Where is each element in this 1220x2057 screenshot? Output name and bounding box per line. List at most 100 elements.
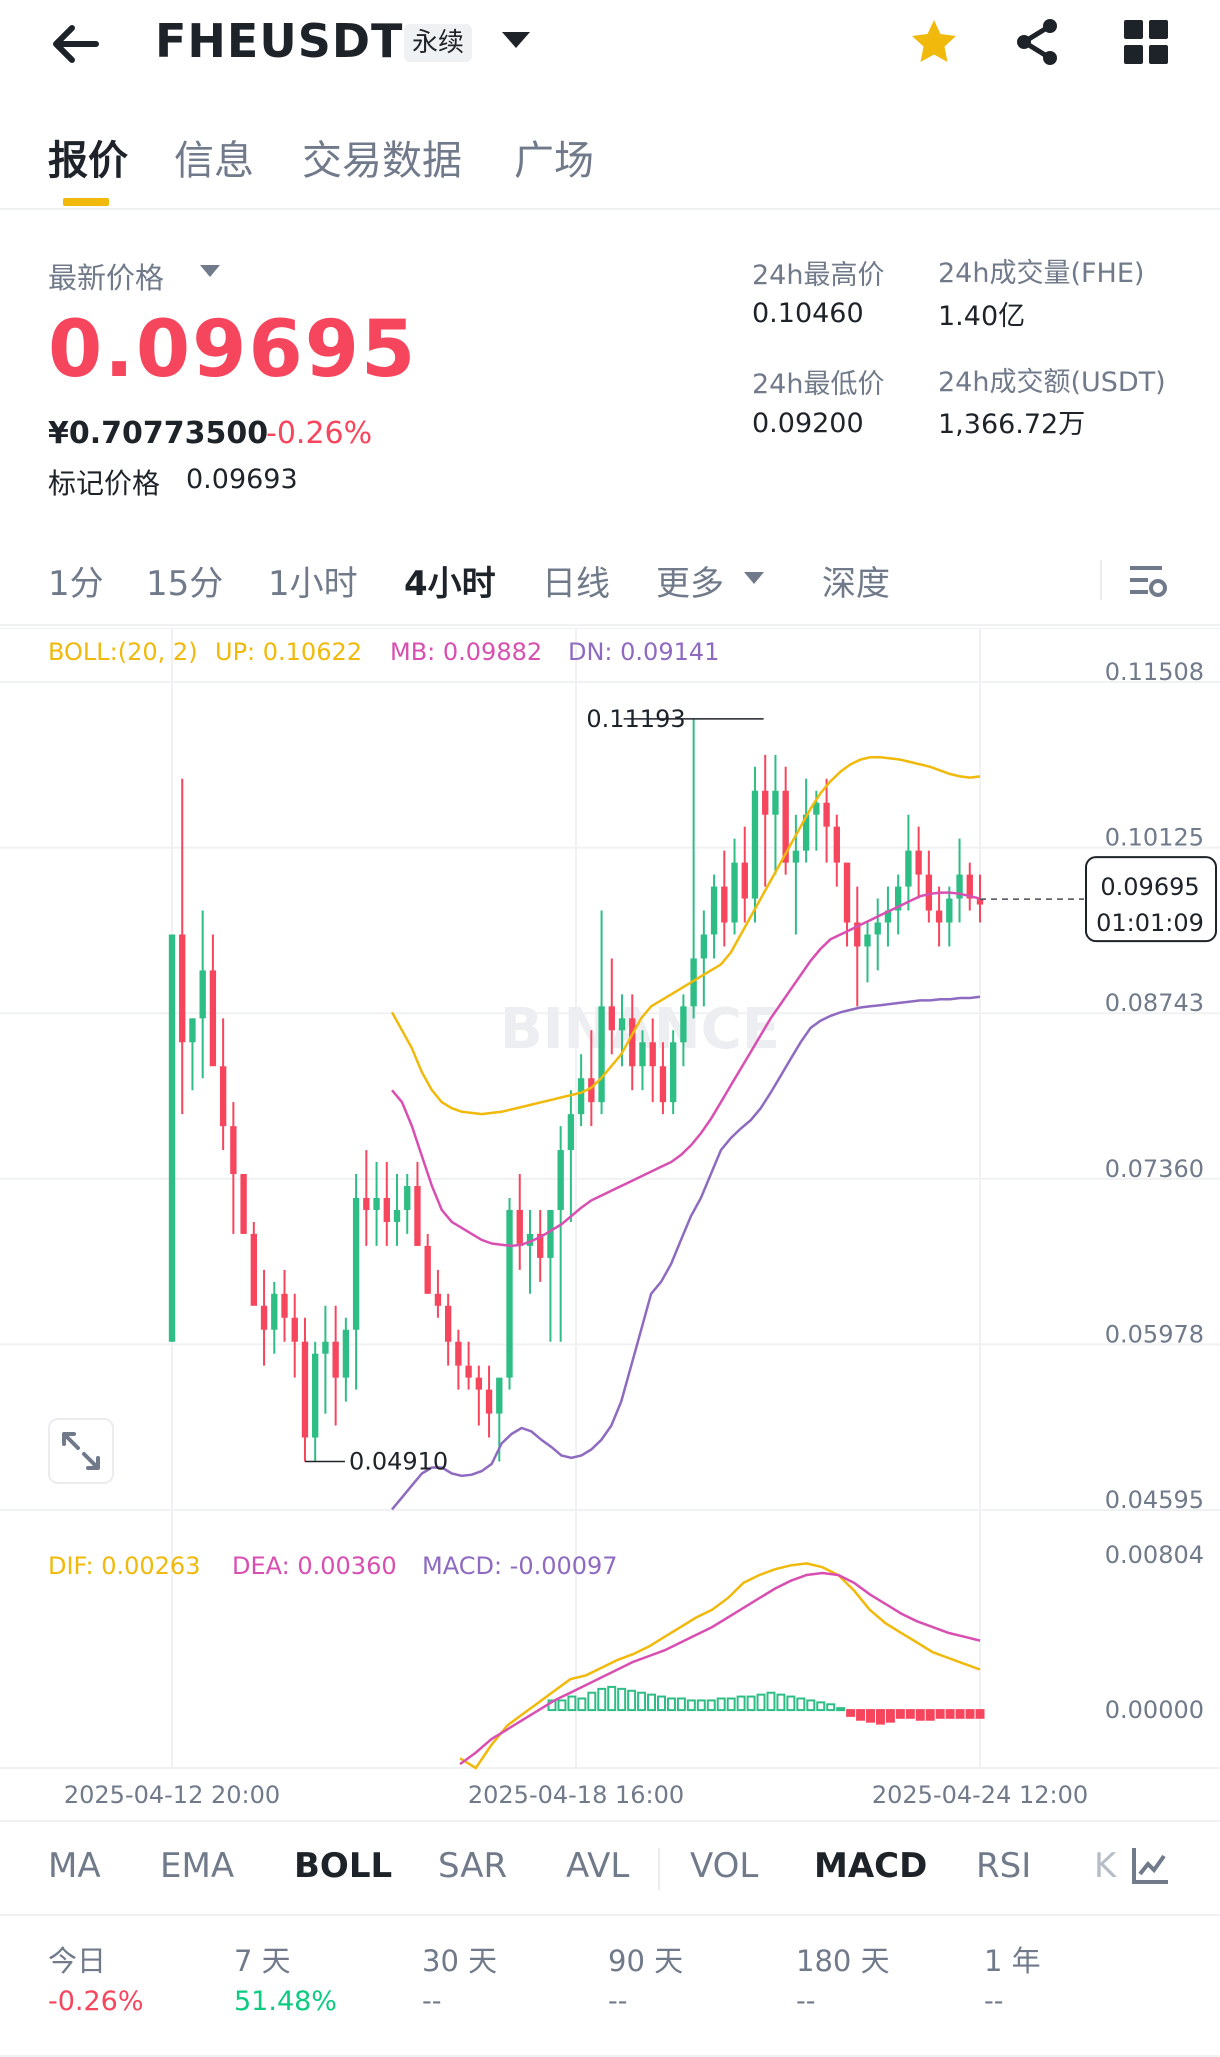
boll-params: BOLL:(20, 2) xyxy=(48,638,198,666)
price-axis-label: 0.11508 xyxy=(1105,658,1204,686)
candle-body xyxy=(762,790,769,815)
candle-body xyxy=(342,1329,350,1378)
candle-body xyxy=(731,862,738,923)
candle-body xyxy=(373,1197,380,1210)
candle-body xyxy=(864,934,871,947)
active-tab-indicator xyxy=(63,198,109,206)
countdown-label: 01:01:09 xyxy=(1096,909,1204,937)
candle-body xyxy=(455,1341,462,1366)
divider xyxy=(1100,560,1102,600)
mark-price-label: 标记价格 xyxy=(48,467,161,500)
chevron-down-icon[interactable] xyxy=(744,572,764,584)
candle-body xyxy=(925,874,933,911)
candle-body xyxy=(516,1209,523,1246)
candle-body xyxy=(792,850,800,863)
candle-body xyxy=(444,1305,452,1342)
candle-body xyxy=(884,910,892,923)
high-value: 0.10460 xyxy=(752,298,864,329)
candle-body xyxy=(843,862,851,923)
star-icon[interactable] xyxy=(906,14,962,70)
tab-info[interactable]: 信息 xyxy=(174,138,254,184)
perf-label-7d: 7 天 xyxy=(234,1944,291,1978)
candle-body xyxy=(537,1233,544,1258)
macd-dif: DIF: 0.00263 xyxy=(48,1552,201,1580)
macd-dea-line xyxy=(459,1571,981,1766)
macd-histogram-bar xyxy=(657,1695,666,1712)
indicator-rsi[interactable]: RSI xyxy=(976,1846,1032,1886)
grid-icon[interactable] xyxy=(1118,14,1174,70)
perf-label-180d: 180 天 xyxy=(796,1944,890,1978)
perf-value-30d: -- xyxy=(422,1986,442,2017)
candle-body xyxy=(250,1233,257,1306)
indicator-boll[interactable]: BOLL xyxy=(294,1846,393,1886)
fullscreen-expand-icon[interactable] xyxy=(48,1418,114,1484)
latest-price-label[interactable]: 最新价格 xyxy=(48,261,165,295)
interval-more[interactable]: 更多 xyxy=(656,564,724,604)
indicator-sar[interactable]: SAR xyxy=(438,1846,508,1886)
macd-histogram-bar xyxy=(587,1691,597,1712)
indicator-k[interactable]: K xyxy=(1094,1846,1117,1886)
candle-body xyxy=(976,898,984,905)
indicator-avl[interactable]: AVL xyxy=(566,1846,630,1886)
perf-label-today: 今日 xyxy=(48,1944,107,1978)
high-marker-label: 0.11193 xyxy=(586,705,685,733)
interval-1d[interactable]: 日线 xyxy=(542,564,610,604)
price-axis-label: 0.07360 xyxy=(1105,1155,1204,1183)
candle-body xyxy=(179,934,186,1043)
interval-15m[interactable]: 15分 xyxy=(146,564,224,604)
indicator-vol[interactable]: VOL xyxy=(690,1846,759,1886)
back-arrow-icon[interactable] xyxy=(48,18,104,70)
candle-body xyxy=(209,970,217,1067)
candle-body xyxy=(946,898,953,923)
depth-tab[interactable]: 深度 xyxy=(822,564,890,604)
interval-1m[interactable]: 1分 xyxy=(48,564,104,604)
divider xyxy=(658,1848,660,1890)
candle-body xyxy=(669,1042,677,1103)
macd-histogram-bar xyxy=(597,1687,607,1712)
macd-histogram-bar xyxy=(856,1709,866,1721)
macd-histogram-bar xyxy=(756,1693,766,1712)
candle-body xyxy=(547,1209,554,1258)
candle-body xyxy=(598,1006,605,1103)
tab-quote[interactable]: 报价 xyxy=(48,138,128,184)
chevron-down-icon[interactable] xyxy=(502,32,530,48)
candle-body xyxy=(291,1317,298,1342)
macd-histogram-bar xyxy=(965,1709,975,1719)
indicator-macd[interactable]: MACD xyxy=(814,1846,928,1886)
boll-mb: MB: 0.09882 xyxy=(390,638,543,666)
price-chart[interactable]: BINANCE0.115080.101250.087430.073600.059… xyxy=(0,628,1220,1818)
macd-histogram-bar xyxy=(915,1709,925,1721)
macd-histogram-bar xyxy=(866,1709,875,1723)
perf-label-90d: 90 天 xyxy=(608,1944,684,1978)
interval-1h[interactable]: 1小时 xyxy=(268,564,358,604)
share-icon[interactable] xyxy=(1010,14,1066,70)
indicator-ma[interactable]: MA xyxy=(48,1846,101,1886)
perf-value-7d: 51.48% xyxy=(234,1986,337,2017)
candle-body xyxy=(690,958,697,1007)
candle-body xyxy=(352,1197,360,1330)
candle-body xyxy=(618,1018,626,1031)
symbol-title[interactable]: FHEUSDT xyxy=(155,14,404,68)
macd-histogram-bar xyxy=(627,1689,637,1712)
candle-body xyxy=(260,1305,268,1330)
candle-body xyxy=(414,1186,421,1246)
perf-label-1y: 1 年 xyxy=(984,1944,1041,1978)
candle-body xyxy=(383,1197,390,1222)
candle-body xyxy=(577,1078,585,1115)
candle-body xyxy=(557,1150,564,1210)
top-bar: FHEUSDT 永续 xyxy=(0,0,1220,88)
indicator-settings-icon[interactable] xyxy=(1128,1844,1172,1888)
macd-histogram-bar xyxy=(895,1709,905,1719)
caret-down-icon[interactable] xyxy=(200,265,220,277)
candle-body xyxy=(168,934,176,1342)
tab-square[interactable]: 广场 xyxy=(514,138,594,184)
interval-4h[interactable]: 4小时 xyxy=(404,564,496,604)
candle-body xyxy=(966,874,973,899)
boll-up: UP: 0.10622 xyxy=(215,638,362,666)
indicator-ema[interactable]: EMA xyxy=(160,1846,235,1886)
candle-body xyxy=(312,1353,319,1438)
macd-histogram-bar xyxy=(806,1699,816,1712)
tab-trading-data[interactable]: 交易数据 xyxy=(302,138,462,184)
chart-settings-icon[interactable] xyxy=(1126,560,1170,604)
candle-body xyxy=(639,1042,646,1067)
